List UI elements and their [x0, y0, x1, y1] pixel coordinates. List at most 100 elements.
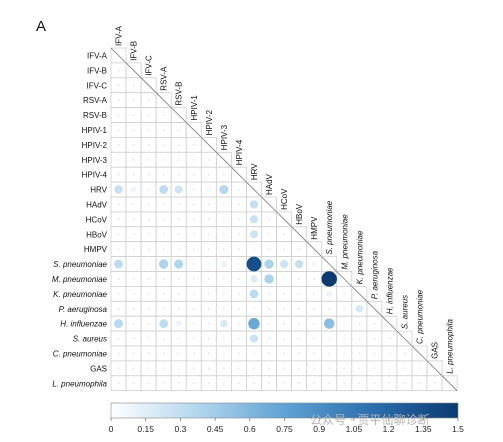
- empty-cell-dot: [388, 352, 391, 355]
- heatmap-dots: [114, 112, 364, 356]
- empty-cell-dot: [282, 337, 286, 340]
- empty-cell-dot: [267, 382, 271, 385]
- empty-cell-dot: [147, 113, 150, 117]
- empty-cell-dot: [358, 367, 361, 370]
- empty-cell-dot: [162, 337, 165, 340]
- cell-dot-h-influenzae-s-pneumoniae: [323, 318, 335, 329]
- empty-cell-dot: [117, 173, 120, 176]
- empty-cell-dot: [162, 233, 165, 236]
- empty-cell-dot: [117, 248, 120, 251]
- empty-cell-dot: [237, 352, 241, 355]
- empty-cell-dot: [177, 382, 180, 385]
- empty-cell-dot: [298, 277, 301, 281]
- empty-cell-dot: [237, 382, 241, 385]
- empty-cell-dot: [162, 128, 165, 132]
- empty-cell-dot: [418, 382, 421, 385]
- empty-cell-dot: [267, 307, 271, 310]
- empty-cell-dot: [298, 352, 301, 355]
- empty-cell-dot: [117, 292, 120, 295]
- empty-cell-dot: [282, 248, 286, 251]
- empty-cell-dot: [343, 352, 346, 355]
- column-label-hpiv-1: HPIV-1: [190, 95, 199, 121]
- row-label-hcov: HCoV: [86, 215, 108, 224]
- diagonal-line: [336, 271, 353, 287]
- empty-cell-dot: [237, 337, 241, 340]
- empty-cell-dot: [177, 277, 180, 281]
- empty-cell-dot: [237, 322, 241, 325]
- empty-cell-dot: [267, 292, 271, 295]
- empty-cell-dot: [192, 277, 195, 281]
- cell-dot-m-pneumoniae-hadv: [264, 274, 274, 284]
- row-label-m-pneumoniae: M. pneumoniae: [52, 275, 108, 284]
- empty-cell-dot: [177, 352, 180, 355]
- empty-cell-dot: [343, 382, 346, 385]
- empty-cell-dot: [282, 322, 286, 325]
- empty-cell-dot: [222, 382, 225, 385]
- empty-cell-dot: [117, 337, 120, 340]
- empty-cell-dot: [222, 173, 225, 176]
- row-label-hadv: HAdV: [86, 200, 108, 209]
- empty-cell-dot: [192, 218, 195, 221]
- empty-cell-dot: [207, 173, 210, 176]
- empty-cell-dot: [358, 382, 361, 385]
- column-label-s-aureus: S. aureus: [400, 295, 409, 329]
- row-label-s-pneumoniae: S. pneumoniae: [53, 260, 107, 269]
- empty-cell-dot: [237, 292, 241, 295]
- empty-cell-dot: [192, 158, 195, 161]
- empty-cell-dot: [282, 352, 286, 355]
- cell-dot-hrv-hpiv-2: [206, 186, 212, 193]
- cell-dot-p-aeruginosa-k-pneumoniae: [355, 304, 364, 313]
- row-label-k-pneumoniae: K. pneumoniae: [53, 290, 107, 299]
- cell-dot-s-pneumoniae-ifv-a: [114, 259, 123, 269]
- row-label-rsv-b: RSV-B: [83, 111, 107, 120]
- column-label-h-influenzae: H. influenzae: [385, 267, 394, 314]
- empty-cell-dot: [147, 277, 150, 281]
- empty-cell-dot: [132, 84, 135, 87]
- empty-cell-dot: [388, 382, 391, 385]
- empty-cell-dot: [418, 367, 421, 370]
- cell-dot-s-pneumoniae-hbov: [294, 259, 304, 269]
- empty-cell-dot: [147, 158, 150, 161]
- empty-cell-dot: [192, 233, 195, 236]
- empty-cell-dot: [222, 277, 225, 281]
- empty-cell-dot: [222, 218, 225, 221]
- empty-cell-dot: [207, 292, 210, 295]
- cell-dot-k-pneumoniae-s-pneumoniae: [326, 290, 333, 297]
- diagonal-line: [170, 107, 187, 123]
- colorbar-tick-label: 0.75: [276, 424, 293, 434]
- empty-cell-dot: [147, 188, 150, 191]
- empty-cell-dot: [328, 367, 331, 370]
- colorbar-tick-label: 0.3: [174, 424, 186, 434]
- empty-cell-dot: [117, 158, 120, 161]
- empty-cell-dot: [162, 292, 165, 295]
- diagonal-line: [396, 330, 413, 347]
- cell-dot-hbov-hrv: [249, 230, 259, 239]
- column-label-p-aeruginosa: P. aeruginosa: [370, 250, 379, 299]
- empty-cell-dot: [117, 367, 120, 370]
- empty-cell-dot: [147, 233, 150, 236]
- row-label-ifv-b: IFV-B: [87, 66, 107, 75]
- diagonal-line: [110, 47, 127, 64]
- empty-cell-dot: [298, 382, 301, 385]
- empty-cell-dot: [237, 307, 241, 310]
- row-label-hrv: HRV: [90, 186, 107, 195]
- empty-cell-dot: [162, 113, 165, 117]
- empty-cell-dot: [162, 158, 165, 161]
- diagonal-line: [216, 152, 232, 168]
- row-label-hpiv-3: HPIV-3: [82, 156, 108, 165]
- cell-dot-s-pneumoniae-hmpv: [311, 261, 317, 267]
- empty-cell-dot: [222, 307, 225, 310]
- empty-cell-dot: [358, 337, 361, 340]
- column-label-ifv-c: IFV-C: [145, 55, 154, 76]
- cell-dot-s-pneumoniae-hpiv-3: [220, 260, 227, 268]
- empty-cell-dot: [132, 173, 135, 176]
- empty-cell-dot: [132, 143, 135, 146]
- column-label-hpiv-3: HPIV-3: [220, 124, 229, 150]
- cell-dot-h-influenzae-hpiv-3: [220, 319, 228, 328]
- empty-cell-dot: [177, 337, 180, 340]
- empty-cell-dot: [328, 352, 331, 355]
- colorbar-tick-label: 1.5: [452, 424, 464, 434]
- column-label-m-pneumoniae: M. pneumoniae: [340, 214, 349, 270]
- cell-dot-m-pneumoniae-s-pneumoniae: [321, 271, 337, 287]
- empty-cell-dot: [267, 337, 271, 340]
